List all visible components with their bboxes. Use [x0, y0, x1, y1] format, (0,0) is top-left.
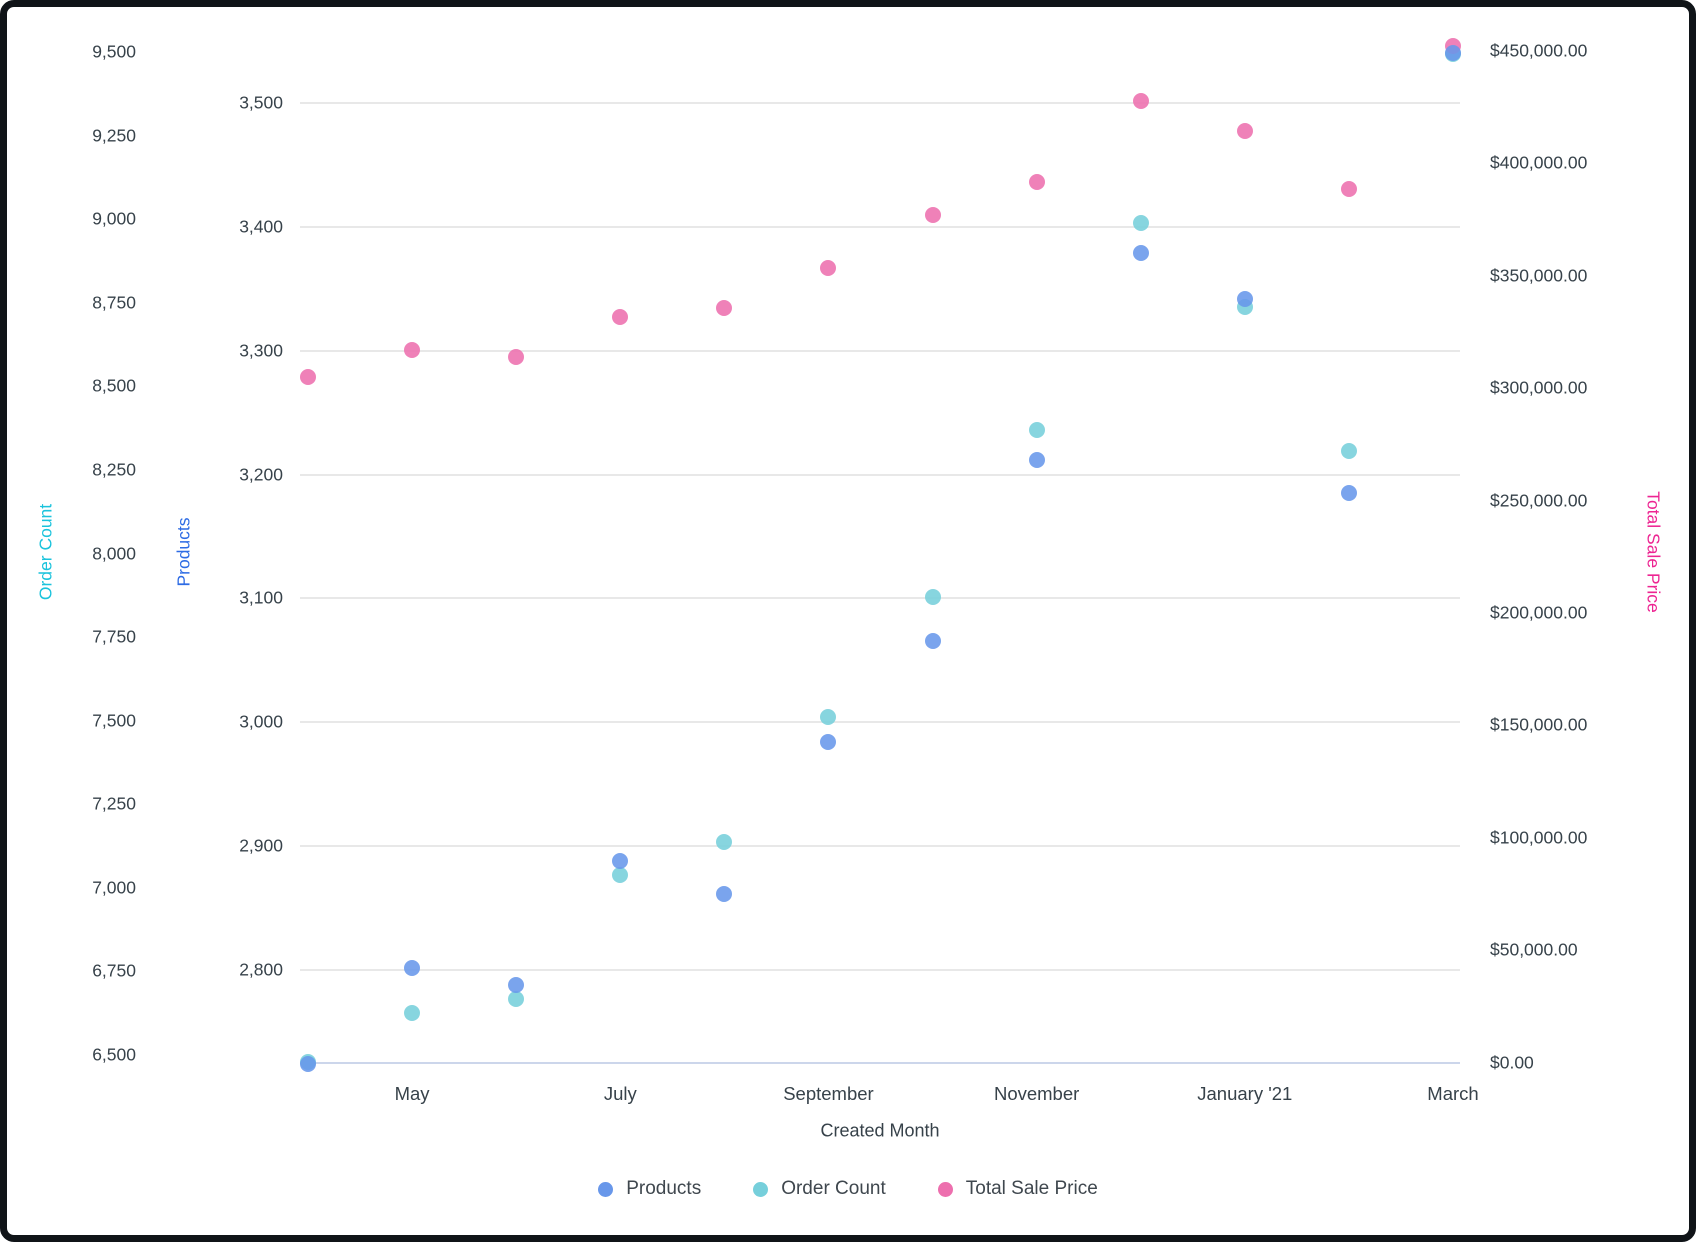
tick-products-3200: 3,200 — [239, 464, 283, 485]
point-products-may[interactable] — [404, 959, 421, 976]
point-products-april-20[interactable] — [300, 1056, 316, 1073]
point-products-july[interactable] — [612, 853, 629, 869]
x-tick-july: July — [603, 1083, 637, 1104]
point-order-count-december[interactable] — [1132, 214, 1149, 231]
x-tick-november: November — [993, 1083, 1080, 1104]
x-axis-title: Created Month — [820, 1120, 940, 1141]
tick-total-sale-price-300000: $300,000.00 — [1490, 377, 1588, 398]
tick-products-3100: 3,100 — [239, 587, 283, 608]
tick-total-sale-price-50000: $50,000.00 — [1490, 939, 1578, 960]
point-total-sale-price-september[interactable] — [820, 260, 837, 277]
tick-order-count-9500: 9,500 — [92, 41, 136, 62]
tick-order-count-6750: 6,750 — [92, 960, 136, 981]
axis-title-products: Products — [173, 517, 194, 587]
point-total-sale-price-april-20[interactable] — [300, 368, 316, 385]
point-total-sale-price-august[interactable] — [716, 300, 733, 317]
tick-order-count-7000: 7,000 — [92, 877, 136, 898]
legend-item-order-count[interactable]: Order Count — [753, 1178, 886, 1200]
tick-total-sale-price-250000: $250,000.00 — [1490, 490, 1588, 511]
tick-order-count-9000: 9,000 — [92, 208, 136, 229]
point-order-count-february[interactable] — [1340, 442, 1357, 459]
tick-products-2800: 2,800 — [239, 959, 283, 980]
point-order-count-june[interactable] — [508, 991, 525, 1008]
gridline-products-3500 — [300, 102, 1460, 104]
point-total-sale-price-june[interactable] — [508, 348, 525, 365]
axis-title-total-sale-price: Total Sale Price — [1643, 491, 1664, 613]
gridline-products-2800 — [300, 969, 1460, 971]
legend-item-total-sale-price[interactable]: Total Sale Price — [937, 1178, 1098, 1200]
legend: Products Order Count Total Sale Price — [0, 1178, 1696, 1200]
point-order-count-may[interactable] — [404, 1004, 421, 1021]
point-products-august[interactable] — [716, 886, 733, 903]
legend-marker-products-icon — [598, 1181, 614, 1197]
tick-order-count-8750: 8,750 — [92, 292, 136, 313]
point-order-count-august[interactable] — [716, 833, 733, 850]
point-products-january-21[interactable] — [1236, 290, 1253, 307]
tick-order-count-8500: 8,500 — [92, 375, 136, 396]
tick-order-count-8000: 8,000 — [92, 543, 136, 563]
x-tick-march: March — [1427, 1083, 1479, 1104]
legend-marker-total-sale-price-icon — [937, 1181, 953, 1197]
legend-label-products: Products — [626, 1178, 702, 1199]
tick-order-count-7750: 7,750 — [92, 626, 136, 647]
point-order-count-october[interactable] — [924, 589, 941, 606]
tick-total-sale-price-100000: $100,000.00 — [1490, 827, 1588, 848]
point-products-june[interactable] — [508, 976, 525, 993]
point-products-october[interactable] — [924, 632, 941, 649]
tick-products-3300: 3,300 — [239, 340, 283, 361]
x-axis-line — [300, 1061, 1460, 1064]
point-products-march[interactable] — [1445, 45, 1461, 62]
legend-item-products[interactable]: Products — [598, 1178, 701, 1200]
axis-title-order-count: Order Count — [35, 503, 56, 601]
point-total-sale-price-december[interactable] — [1132, 93, 1149, 110]
legend-label-total-sale-price: Total Sale Price — [965, 1178, 1098, 1199]
point-order-count-september[interactable] — [820, 708, 837, 725]
tick-products-3000: 3,000 — [239, 711, 283, 732]
point-products-september[interactable] — [820, 734, 837, 751]
gridline-products-3200 — [300, 473, 1460, 476]
x-tick-may: May — [394, 1083, 430, 1104]
tick-total-sale-price-150000: $150,000.00 — [1490, 714, 1588, 735]
x-tick-january-21: January '21 — [1197, 1083, 1293, 1104]
gridline-products-3000 — [300, 721, 1460, 724]
tick-order-count-7250: 7,250 — [92, 793, 136, 814]
tick-products-2900: 2,900 — [239, 835, 283, 856]
tick-order-count-8250: 8,250 — [92, 459, 136, 480]
gridline-products-3100 — [300, 597, 1460, 600]
tick-products-3400: 3,400 — [239, 216, 283, 237]
tick-total-sale-price-350000: $350,000.00 — [1490, 265, 1588, 286]
point-total-sale-price-november[interactable] — [1028, 173, 1045, 190]
tick-total-sale-price-0: $0.00 — [1490, 1052, 1534, 1073]
tick-total-sale-price-400000: $400,000.00 — [1490, 152, 1588, 173]
tick-total-sale-price-450000: $450,000.00 — [1490, 40, 1588, 61]
tick-order-count-6500: 6,500 — [92, 1044, 136, 1065]
point-products-november[interactable] — [1028, 451, 1045, 468]
tick-order-count-7500: 7,500 — [92, 710, 136, 731]
point-total-sale-price-january-21[interactable] — [1236, 122, 1253, 139]
point-total-sale-price-may[interactable] — [404, 342, 421, 358]
point-total-sale-price-july[interactable] — [612, 309, 629, 326]
tick-total-sale-price-200000: $200,000.00 — [1490, 602, 1588, 623]
x-tick-september: September — [783, 1083, 874, 1104]
point-order-count-july[interactable] — [612, 867, 629, 884]
tick-products-3500: 3,500 — [239, 92, 283, 113]
point-total-sale-price-october[interactable] — [924, 206, 941, 223]
gridline-products-3400 — [300, 225, 1460, 228]
point-total-sale-price-february[interactable] — [1340, 181, 1357, 198]
tick-order-count-9250: 9,250 — [92, 125, 136, 146]
gridline-products-3300 — [300, 349, 1460, 352]
point-products-february[interactable] — [1340, 485, 1357, 502]
legend-label-order-count: Order Count — [781, 1178, 886, 1199]
gridline-products-2900 — [300, 845, 1460, 848]
point-products-december[interactable] — [1132, 244, 1149, 261]
legend-marker-order-count-icon — [753, 1181, 769, 1197]
point-order-count-november[interactable] — [1028, 421, 1045, 438]
